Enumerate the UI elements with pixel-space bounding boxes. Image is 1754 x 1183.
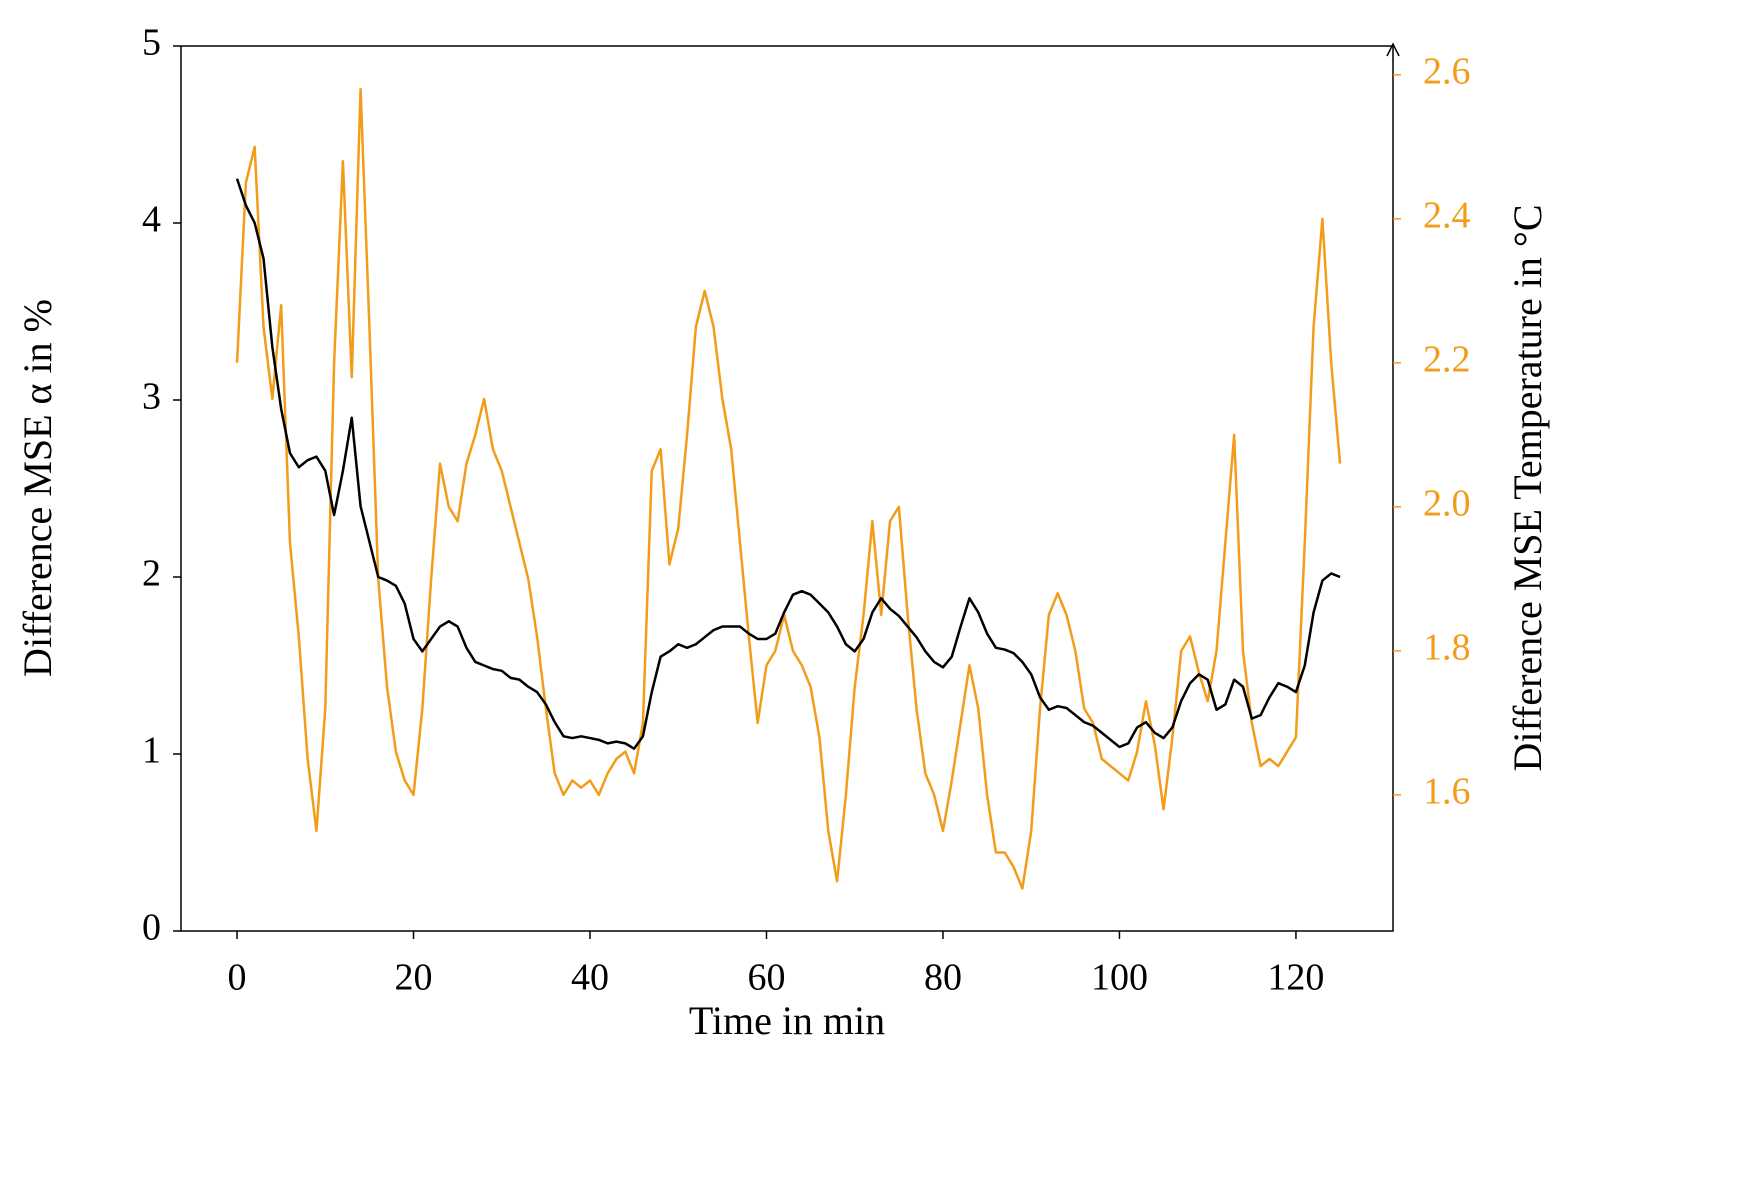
axis-arrow xyxy=(1386,42,1400,57)
y-tick-label: 1 xyxy=(142,730,161,772)
x-tick-label: 40 xyxy=(571,957,609,999)
data-line xyxy=(235,87,1342,890)
y-axis-title: Difference MSE α in % xyxy=(15,299,60,677)
x-axis-title: Time in min xyxy=(689,998,885,1043)
y2-tick-label: 2.2 xyxy=(1423,339,1471,381)
y-tick-label: 2 xyxy=(142,553,161,595)
y2-tick-label: 2.6 xyxy=(1423,51,1471,93)
plot-frame xyxy=(180,45,1394,932)
x-tick-label: 80 xyxy=(924,957,962,999)
y-tick-label: 3 xyxy=(142,376,161,418)
x-tick-label: 0 xyxy=(228,957,247,999)
y2-axis-title: Difference MSE Temperature in °C xyxy=(1505,204,1550,771)
y-tick-label: 4 xyxy=(142,199,161,241)
y2-tick-label: 2.4 xyxy=(1423,195,1471,237)
x-tick-label: 20 xyxy=(395,957,433,999)
y2-tick-label: 1.8 xyxy=(1423,627,1471,669)
x-tick-label: 60 xyxy=(747,957,785,999)
y2-tick-label: 2.0 xyxy=(1423,483,1471,525)
y2-tick-label: 1.6 xyxy=(1423,771,1471,813)
y-tick-label: 5 xyxy=(142,22,161,64)
y-tick-label: 0 xyxy=(142,907,161,949)
data-line xyxy=(235,178,1341,750)
x-tick-label: 120 xyxy=(1267,957,1324,999)
x-tick-label: 100 xyxy=(1091,957,1148,999)
